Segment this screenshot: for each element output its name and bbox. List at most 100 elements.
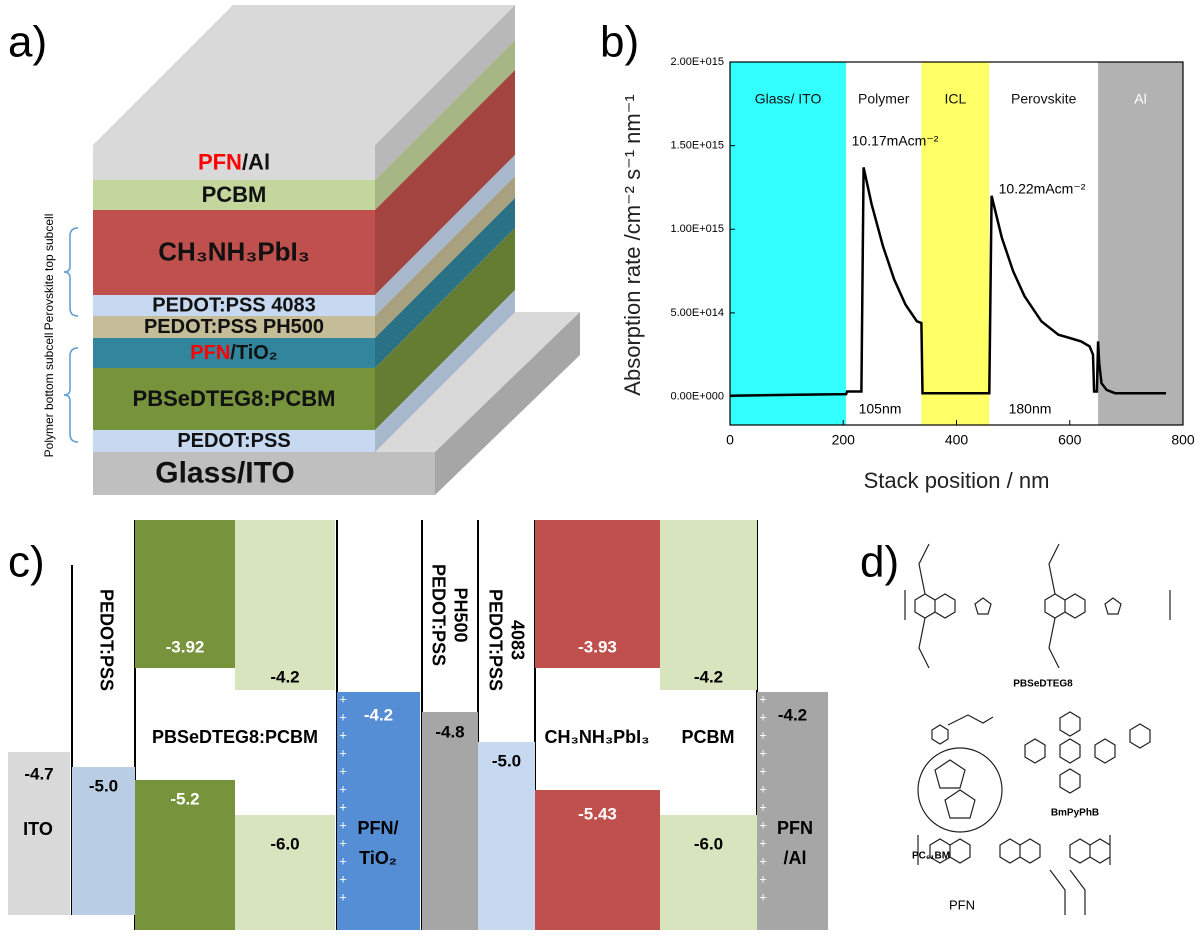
y-tick-label: 2.00E+015 <box>670 56 724 68</box>
energy-level: -3.92 <box>166 637 205 656</box>
energy-level: -4.8 <box>435 722 464 741</box>
layer-label-text: PCBM <box>202 182 267 207</box>
plus-sign: + <box>759 691 767 706</box>
energy-band <box>660 520 757 690</box>
layer-label: PFN/Al <box>198 149 270 174</box>
energy-level: -5.0 <box>492 751 521 770</box>
energy-band <box>422 712 478 930</box>
annotation: 10.22mAcm⁻² <box>999 181 1086 197</box>
brace <box>64 228 78 316</box>
layer-label: PEDOT:PSS 4083 <box>152 295 315 317</box>
pfn-sketch <box>918 835 1110 915</box>
energy-level: -5.43 <box>578 804 617 823</box>
layer-label-text: /TiO₂ <box>230 342 277 364</box>
layer-name: ITO <box>23 819 53 839</box>
brace <box>64 348 78 442</box>
plus-sign: + <box>339 781 347 796</box>
plus-sign: + <box>759 727 767 742</box>
region-label: ICL <box>944 91 966 107</box>
plus-sign: + <box>759 763 767 778</box>
panel-label: d) <box>860 538 899 587</box>
energy-level: -4.2 <box>778 705 807 724</box>
layer-name: PCBM <box>682 727 735 747</box>
layer-name: PH500 <box>450 587 470 642</box>
energy-band <box>235 815 335 930</box>
plus-sign: + <box>759 871 767 886</box>
region-label: Al <box>1134 91 1146 107</box>
x-axis-label: Stack position / nm <box>864 468 1050 493</box>
bmpyphb-sketch <box>1025 712 1150 793</box>
energy-level: -6.0 <box>694 834 723 853</box>
x-tick-label: 0 <box>726 432 734 448</box>
plus-sign: + <box>339 709 347 724</box>
plus-sign: + <box>339 745 347 760</box>
layer-label-highlight: PFN <box>190 342 230 364</box>
molecule-name: PBSeDTEG8 <box>1013 679 1073 690</box>
annotation: 10.17mAcm⁻² <box>852 133 939 149</box>
annotation: 105nm <box>859 401 902 417</box>
region-label: Glass/ ITO <box>755 91 822 107</box>
layer-name: /Al <box>783 848 806 868</box>
layer-label: PEDOT:PSS PH500 <box>144 316 324 338</box>
panel-label: b) <box>600 18 639 67</box>
layer-name: PBSeDTEG8:PCBM <box>152 727 318 747</box>
layer-label-highlight: PFN <box>198 149 242 174</box>
layer-label-text: CH₃NH₃PbI₃ <box>158 236 310 266</box>
layer-label: PCBM <box>202 182 267 207</box>
plus-sign: + <box>759 781 767 796</box>
subcell-label: Polymer bottom subcell <box>42 333 56 458</box>
region-label: Perovskite <box>1011 91 1077 107</box>
layer-name: TiO₂ <box>359 848 397 868</box>
x-tick-label: 200 <box>832 432 856 448</box>
layer-name: PEDOT:PSS <box>96 589 116 691</box>
x-tick-label: 400 <box>945 432 969 448</box>
plus-sign: + <box>339 817 347 832</box>
energy-band <box>337 692 420 930</box>
subcell-label: Perovskite top subcell <box>42 214 56 331</box>
plus-sign: + <box>339 835 347 850</box>
molecule-name: PC₆₁BM <box>912 851 950 862</box>
plus-sign: + <box>339 691 347 706</box>
plus-sign: + <box>759 853 767 868</box>
layer-name: PFN/ <box>357 818 398 838</box>
layer-name: CH₃NH₃PbI₃ <box>545 727 650 747</box>
energy-band <box>660 815 757 930</box>
y-tick-label: 5.00E+014 <box>670 307 724 319</box>
plus-sign: + <box>339 727 347 742</box>
layer-label-text: Glass/ITO <box>155 456 295 489</box>
plus-sign: + <box>339 799 347 814</box>
region-label: Polymer <box>858 91 910 107</box>
plus-sign: + <box>339 853 347 868</box>
figure: a)b)c)d)Glass/ITOPEDOT:PSSPBSeDTEG8:PCBM… <box>0 0 1201 934</box>
y-tick-label: 1.50E+015 <box>670 140 724 152</box>
energy-level: -5.0 <box>89 776 118 795</box>
plus-sign: + <box>759 799 767 814</box>
energy-level: -5.2 <box>170 789 199 808</box>
layer-name: PEDOT:PSS <box>428 564 448 666</box>
energy-level: -4.7 <box>24 764 53 783</box>
x-tick-label: 800 <box>1171 432 1195 448</box>
plus-sign: + <box>759 745 767 760</box>
x-tick-label: 600 <box>1058 432 1082 448</box>
region <box>989 62 1098 425</box>
energy-level: -3.93 <box>578 637 617 656</box>
layer-label-text: /Al <box>242 149 270 174</box>
layer-name: PEDOT:PSS <box>485 589 505 691</box>
molecule-name: PFN <box>949 897 975 912</box>
region <box>1098 62 1183 425</box>
energy-band <box>235 520 335 690</box>
layer-name: PFN <box>777 818 813 838</box>
region <box>921 62 989 425</box>
energy-level: -4.2 <box>364 705 393 724</box>
y-tick-label: 1.00E+015 <box>670 223 724 235</box>
plus-sign: + <box>339 889 347 904</box>
layer-name: 4083 <box>507 620 527 660</box>
energy-band <box>757 692 828 930</box>
layer-label-text: PEDOT:PSS 4083 <box>152 295 315 317</box>
layer-label: CH₃NH₃PbI₃ <box>158 236 310 266</box>
layer-label: PBSeDTEG8:PCBM <box>133 386 336 411</box>
panel-label: a) <box>8 18 47 67</box>
region <box>846 62 921 425</box>
plus-sign: + <box>759 817 767 832</box>
y-tick-label: 0.00E+000 <box>670 390 724 402</box>
